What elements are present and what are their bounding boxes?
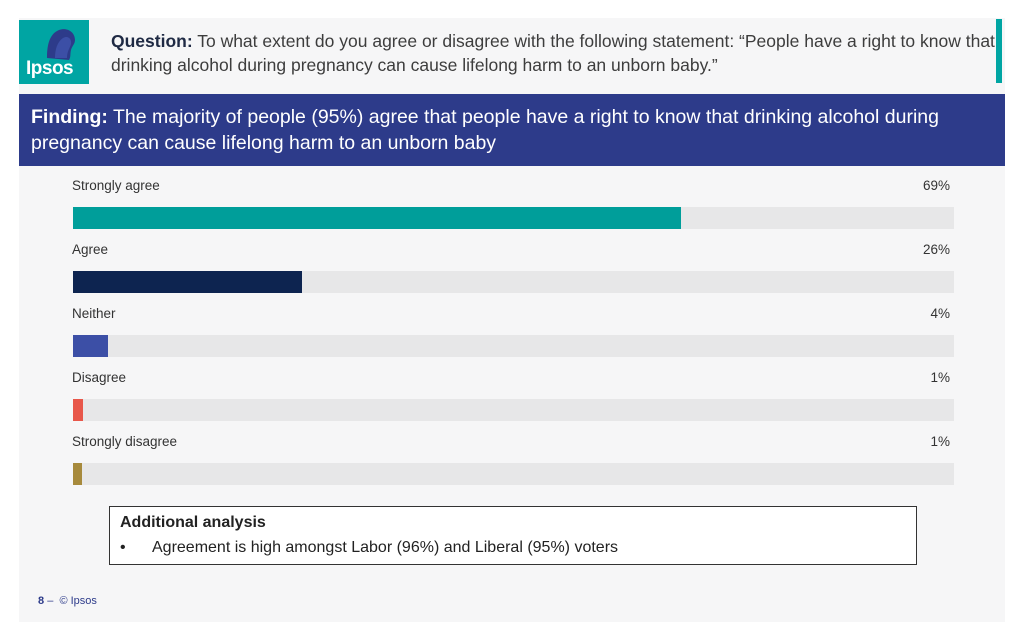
value-label: 69%: [922, 178, 950, 193]
ipsos-logo: Ipsos: [19, 20, 89, 84]
bar-track: [73, 271, 954, 293]
bar: [73, 335, 108, 357]
category-label: Strongly agree: [72, 178, 160, 193]
category-label: Neither: [72, 306, 116, 321]
accent-bar: [996, 19, 1002, 83]
additional-analysis-box: Additional analysis • Agreement is high a…: [109, 506, 917, 565]
footer-dash: –: [47, 595, 54, 607]
value-label: 26%: [922, 242, 950, 257]
question-label: Question:: [111, 31, 193, 51]
bar-track: [73, 399, 954, 421]
copyright-text: © Ipsos: [59, 595, 97, 607]
finding-body: The majority of people (95%) agree that …: [31, 106, 939, 154]
finding-banner: Finding: The majority of people (95%) ag…: [19, 94, 1005, 166]
bar: [73, 271, 302, 293]
value-label: 1%: [930, 434, 950, 449]
analysis-bullet-item: • Agreement is high amongst Labor (96%) a…: [120, 539, 618, 557]
footer: 8 – © Ipsos: [38, 595, 97, 607]
question-body: To what extent do you agree or disagree …: [111, 31, 995, 75]
page-number: 8: [38, 595, 45, 607]
category-label: Disagree: [72, 370, 127, 385]
bar-track: [73, 335, 954, 357]
bar: [73, 399, 83, 421]
category-label: Strongly disagree: [72, 434, 178, 449]
analysis-bullet-text: Agreement is high amongst Labor (96%) an…: [152, 539, 619, 556]
question-text: Question: To what extent do you agree or…: [111, 29, 996, 77]
analysis-title: Additional analysis: [120, 514, 266, 531]
bar: [73, 463, 82, 485]
category-label: Agree: [72, 242, 109, 257]
bar-track: [73, 463, 954, 485]
logo-text: Ipsos: [26, 58, 74, 79]
value-label: 4%: [930, 306, 950, 321]
bullet-marker: •: [120, 539, 126, 556]
finding-text: Finding: The majority of people (95%) ag…: [31, 104, 991, 156]
bar-track: [73, 207, 954, 229]
value-label: 1%: [930, 370, 950, 385]
bar: [73, 207, 681, 229]
finding-label: Finding:: [31, 106, 108, 128]
logo-head-icon: [47, 29, 75, 60]
